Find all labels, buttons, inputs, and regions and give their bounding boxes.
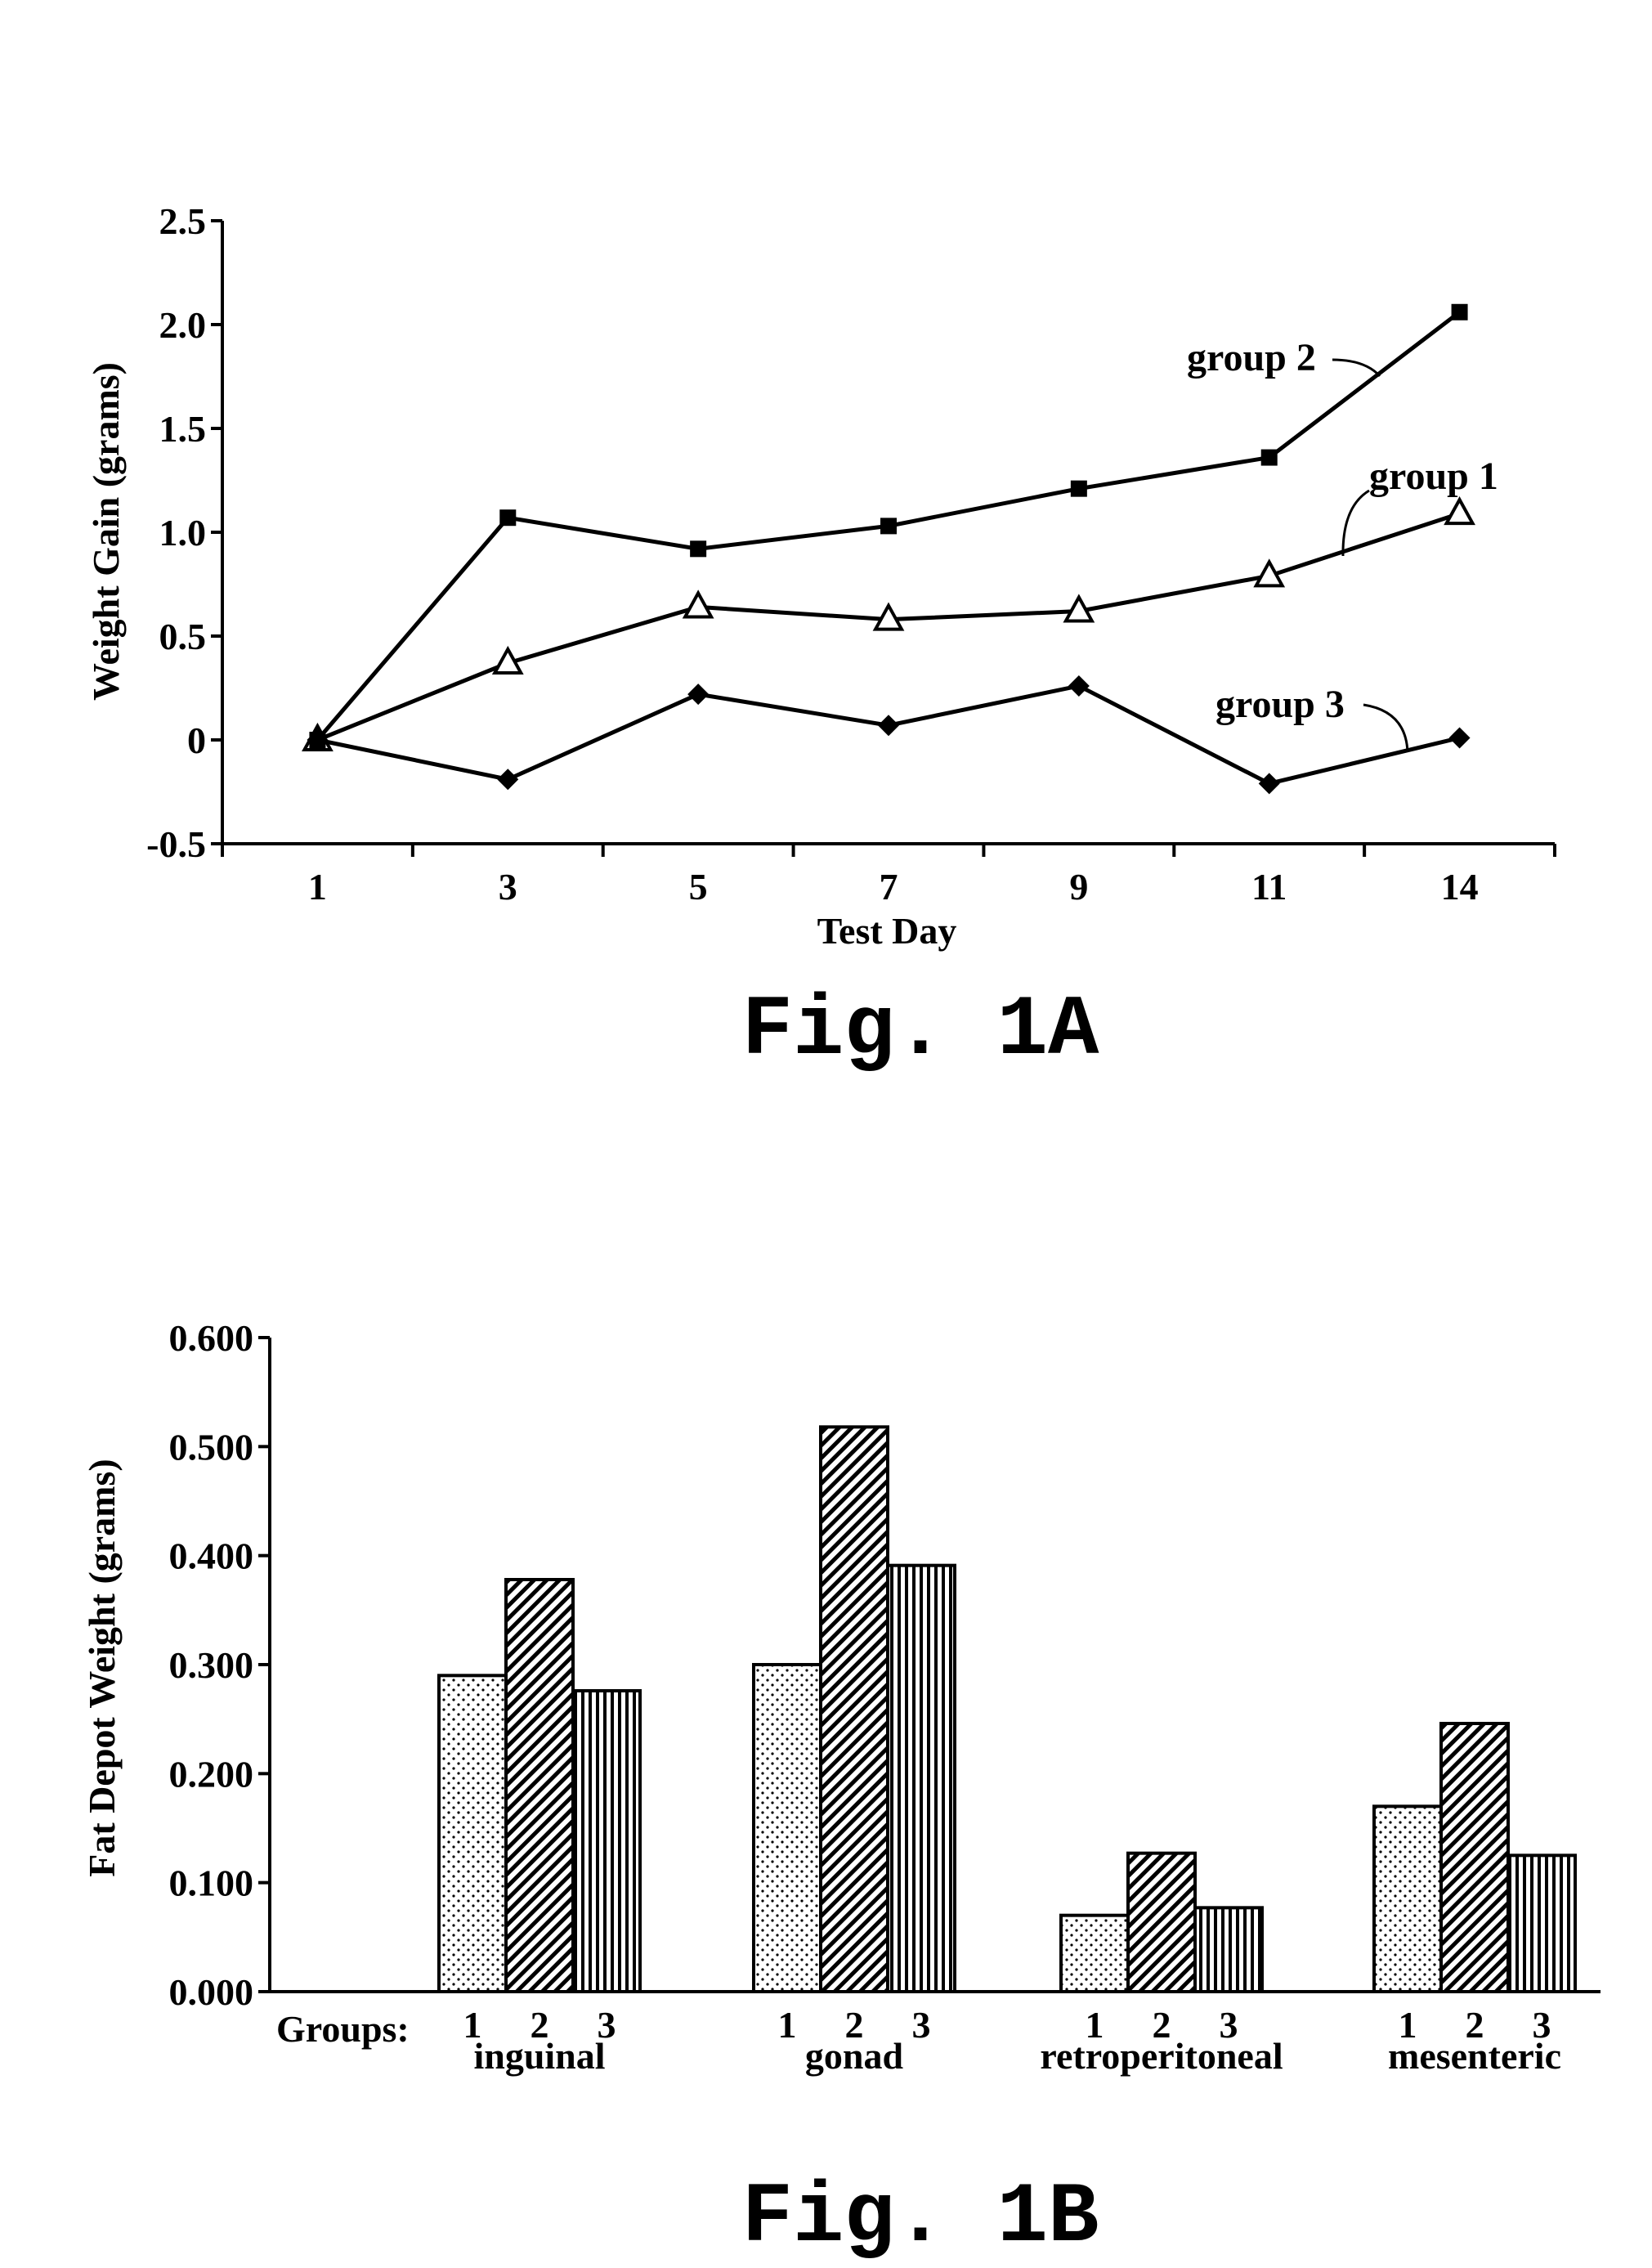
- bar-retroperitoneal-group-2: [1128, 1853, 1195, 1992]
- bar-inguinal-group-1: [439, 1675, 506, 1992]
- series-label-group-1: group 1: [1369, 455, 1498, 498]
- bar-inguinal-group-2: [506, 1580, 573, 1992]
- data-point-group-1: [1447, 500, 1473, 523]
- line-chart-weight-gain: -0.5 0 0.5 1.0 1.5 2.0 2.5 1 3 5 7 9 11 14 Weight Ga…: [85, 200, 1555, 1079]
- x-tick-label: 1: [308, 866, 327, 908]
- y-tick-label: 1.5: [159, 408, 207, 450]
- y-tick-label: 2.0: [159, 304, 207, 346]
- bar-gonad-group-2: [821, 1427, 888, 1992]
- y-tick-label: 0.400: [169, 1535, 254, 1577]
- bar-retroperitoneal-group-3: [1195, 1907, 1262, 1992]
- y-tick-label: 0.600: [169, 1317, 254, 1359]
- data-point-group-2: [690, 540, 706, 557]
- data-point-group-3: [1259, 773, 1280, 794]
- x-tick-label: 7: [880, 866, 898, 908]
- bar-mesenteric-group-3: [1508, 1855, 1575, 1992]
- data-point-group-2: [880, 518, 897, 534]
- group-number-label: 3: [912, 2004, 931, 2046]
- data-point-group-3: [1449, 727, 1471, 748]
- figure-label-1a: Fig. 1A: [742, 983, 1099, 1079]
- series-label-group-2: group 2: [1187, 336, 1316, 379]
- groups-label: Groups:: [276, 2008, 410, 2050]
- y-axis-label: Fat Depot Weight (grams): [81, 1459, 123, 1876]
- data-point-group-1: [685, 593, 711, 616]
- y-tick-label: 0.500: [169, 1426, 254, 1468]
- leader-line-group-2: [1332, 360, 1380, 376]
- data-point-group-3: [1068, 675, 1090, 697]
- bars-group: [439, 1427, 1575, 1992]
- series-label-group-3: group 3: [1215, 683, 1345, 726]
- x-tick-label: 5: [689, 866, 708, 908]
- data-point-group-2: [1452, 304, 1468, 320]
- category-labels: 123inguinal123gonad123retroperitoneal123…: [463, 2004, 1562, 2077]
- data-point-group-2: [499, 509, 516, 526]
- y-tick-label: 1.0: [159, 512, 207, 554]
- data-point-group-3: [497, 769, 518, 790]
- y-tick-label: 0.100: [169, 1862, 254, 1904]
- bar-inguinal-group-3: [573, 1691, 640, 1992]
- bar-mesenteric-group-1: [1374, 1806, 1441, 1992]
- y-axis-ticks: -0.5 0 0.5 1.0 1.5 2.0 2.5: [146, 200, 222, 865]
- category-label-gonad: gonad: [805, 2035, 904, 2077]
- y-axis-label: Weight Gain (grams): [85, 362, 127, 701]
- data-point-group-2: [1071, 481, 1087, 497]
- leader-line-group-3: [1363, 705, 1408, 752]
- x-tick-label: 14: [1441, 866, 1479, 908]
- data-point-group-2: [1261, 450, 1278, 466]
- category-label-mesenteric: mesenteric: [1388, 2035, 1561, 2077]
- y-tick-label: 2.5: [159, 200, 207, 242]
- x-axis-label: Test Day: [817, 910, 957, 952]
- y-tick-label: -0.5: [146, 823, 206, 865]
- bar-mesenteric-group-2: [1441, 1723, 1508, 1992]
- figure-label-1b: Fig. 1B: [742, 2170, 1099, 2266]
- category-label-retroperitoneal: retroperitoneal: [1040, 2035, 1283, 2077]
- y-tick-label: 0.300: [169, 1644, 254, 1686]
- y-tick-label: 0: [187, 719, 206, 761]
- data-point-group-3: [878, 715, 899, 736]
- y-tick-label: 0.000: [169, 1971, 254, 2013]
- x-axis-ticks: 1 3 5 7 9 11 14: [222, 844, 1555, 908]
- category-label-inguinal: inguinal: [473, 2035, 605, 2077]
- x-tick-label: 3: [499, 866, 517, 908]
- data-point-group-3: [687, 684, 709, 705]
- bar-retroperitoneal-group-1: [1061, 1916, 1128, 1992]
- y-axis-ticks: 0.000 0.100 0.200 0.300 0.400 0.500 0.600: [169, 1317, 271, 2013]
- y-tick-label: 0.200: [169, 1753, 254, 1795]
- figure-canvas: -0.5 0 0.5 1.0 1.5 2.0 2.5 1 3 5 7 9 11 14 Weight Ga…: [0, 0, 1652, 2268]
- x-tick-label: 11: [1251, 866, 1287, 908]
- x-tick-label: 9: [1069, 866, 1088, 908]
- y-tick-label: 0.5: [159, 616, 207, 657]
- group-number-label: 1: [778, 2004, 797, 2046]
- bar-chart-fat-depot-weight: 0.0000.1000.2000.3000.4000.5000.600 123i…: [81, 1317, 1601, 2266]
- bar-gonad-group-1: [754, 1665, 821, 1992]
- bar-gonad-group-3: [888, 1566, 955, 1992]
